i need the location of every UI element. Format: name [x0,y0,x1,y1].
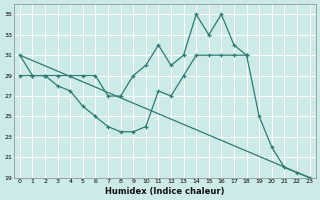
X-axis label: Humidex (Indice chaleur): Humidex (Indice chaleur) [105,187,224,196]
